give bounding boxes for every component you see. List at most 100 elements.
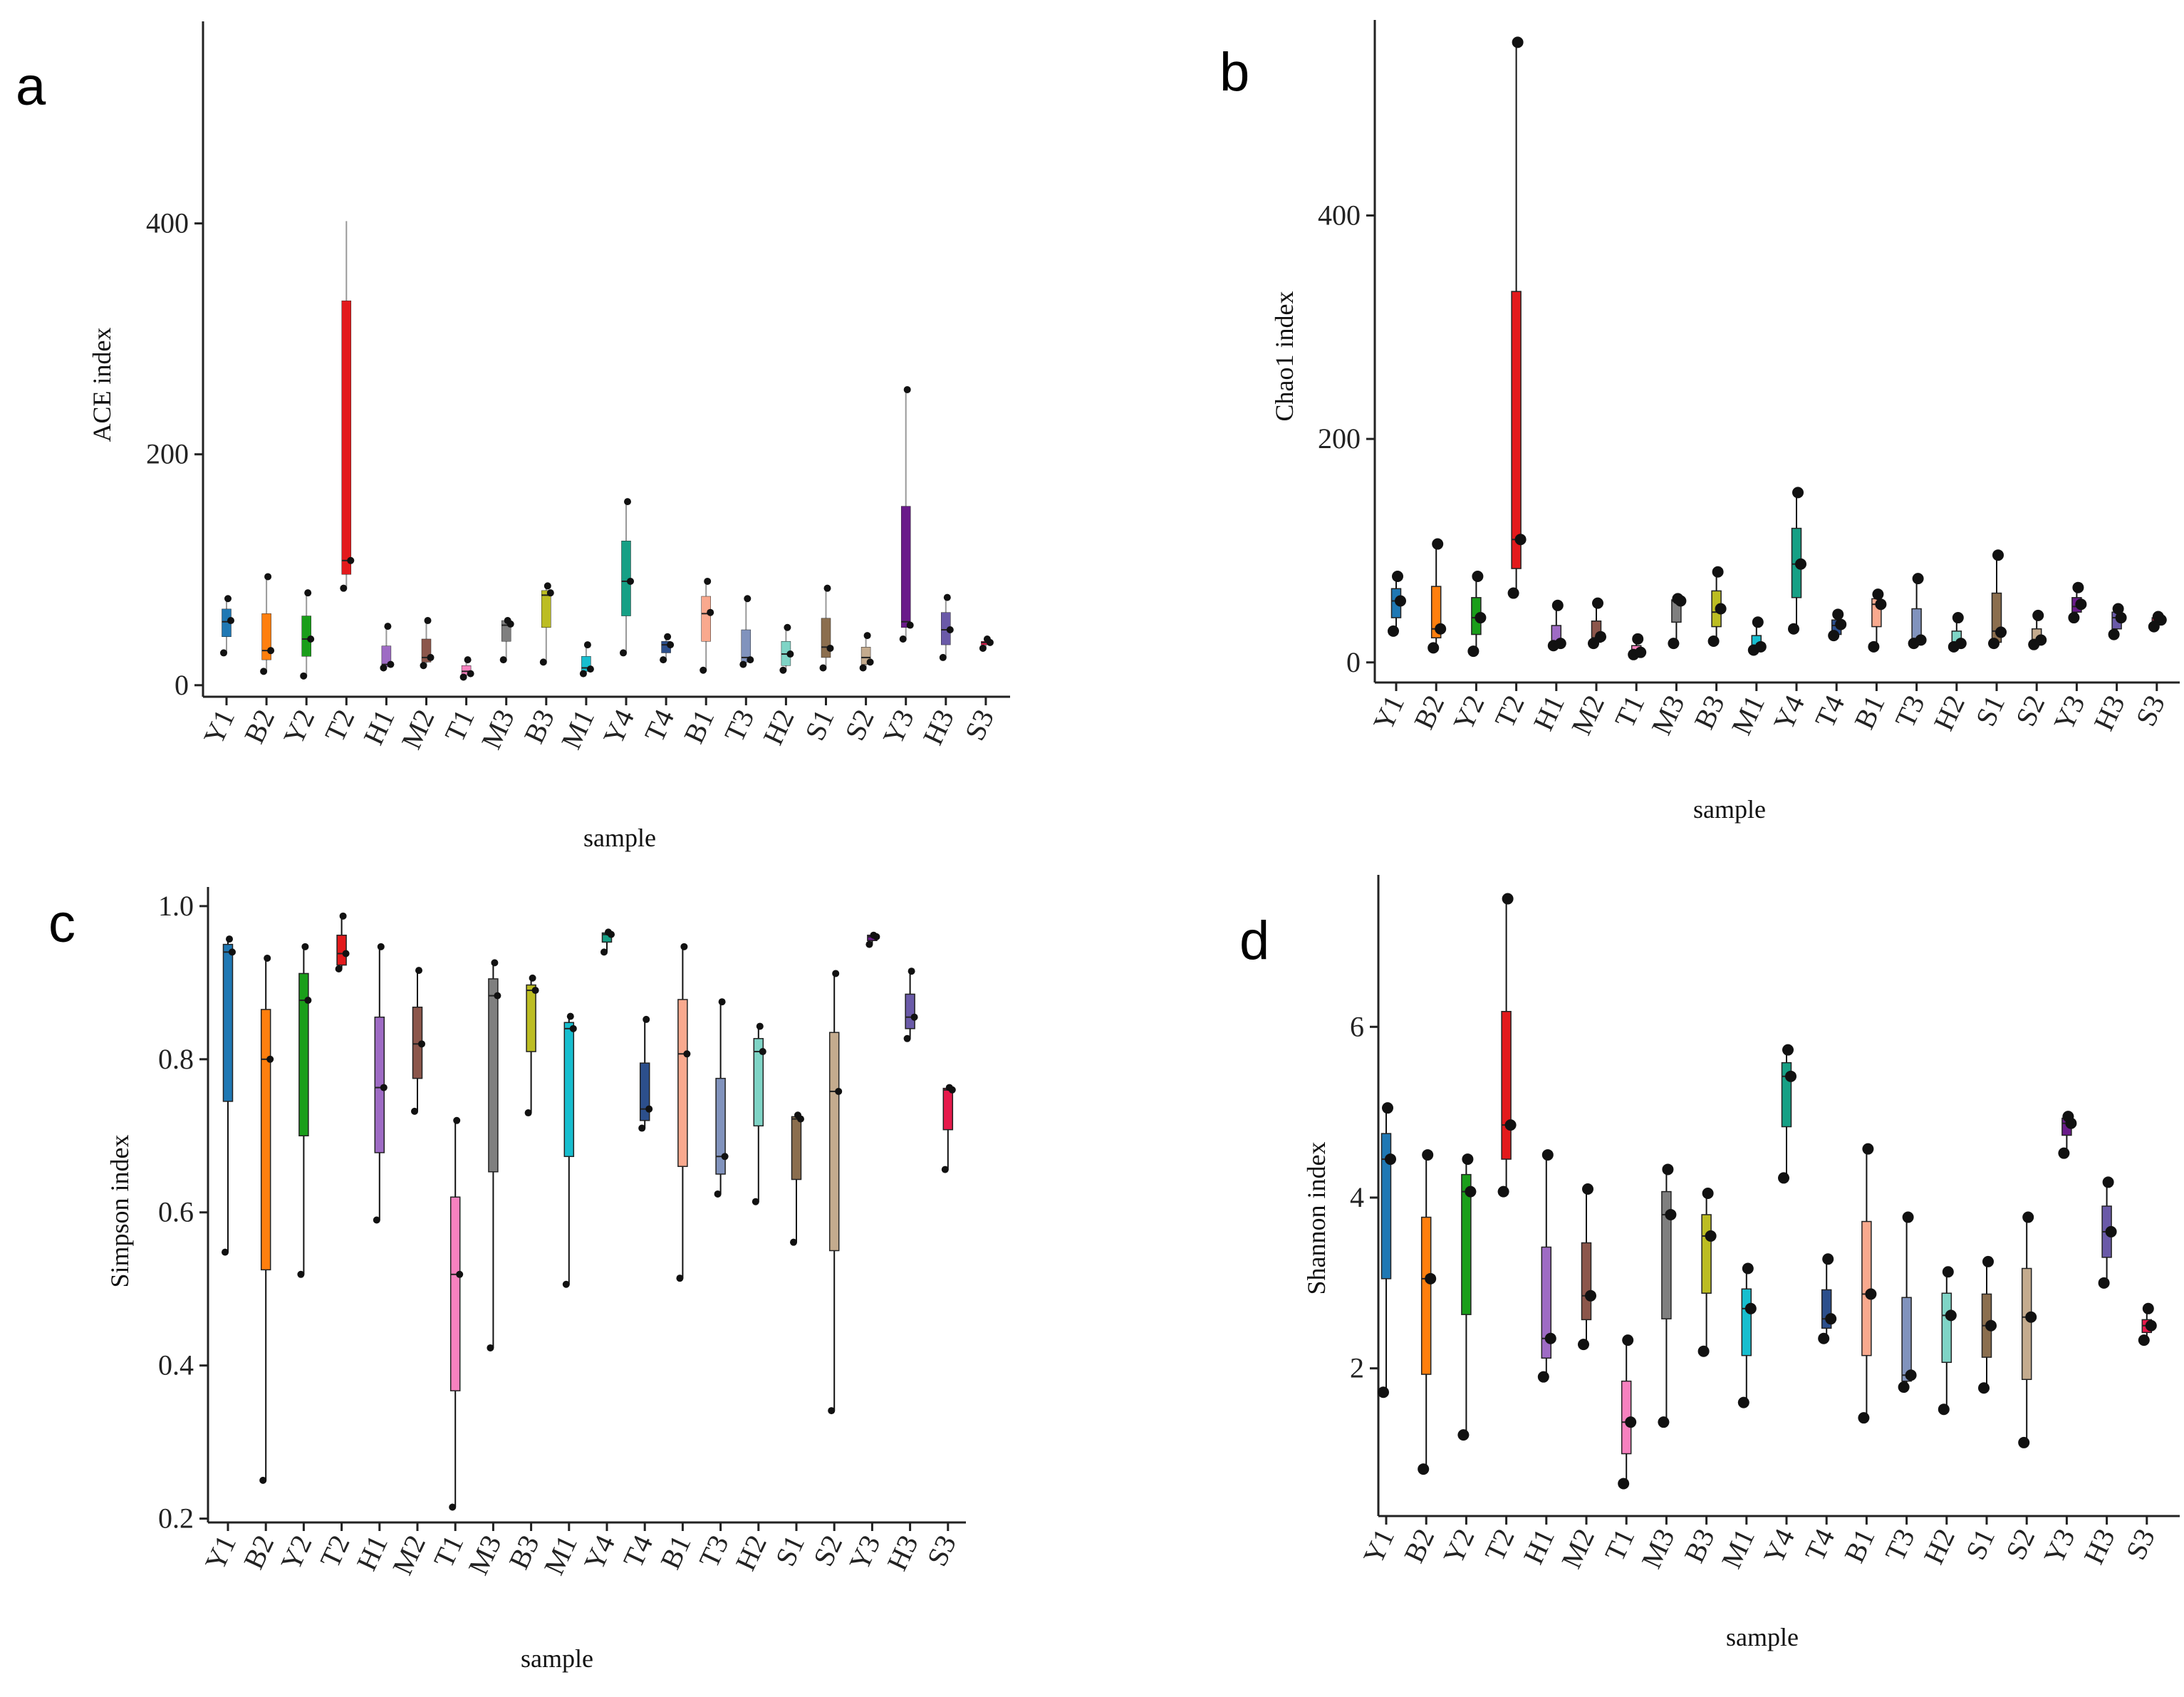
data-point (544, 582, 551, 590)
x-tick-label: T2 (1478, 1524, 1521, 1566)
data-point (1585, 1289, 1596, 1302)
data-point (449, 1503, 457, 1511)
y-tick-label: 400 (146, 207, 189, 239)
box-body (488, 978, 499, 1173)
data-point (1952, 612, 1964, 624)
y-tick-label: 6 (1350, 1010, 1364, 1042)
data-point (1554, 638, 1566, 650)
x-tick-label: H2 (729, 1530, 773, 1575)
box-T2 (340, 221, 355, 592)
y-tick-label: 1.0 (158, 890, 194, 922)
box-M1 (1737, 1262, 1757, 1408)
x-tick-label: S2 (838, 705, 880, 745)
data-point (227, 617, 234, 625)
x-tick-label: Y4 (1767, 690, 1811, 735)
box-B3 (1707, 566, 1727, 647)
box-T4 (660, 633, 675, 664)
box-M3 (487, 959, 501, 1351)
data-point (1465, 1185, 1477, 1198)
panel-letter-d: d (1239, 910, 1269, 971)
box-S3 (979, 635, 994, 652)
data-point (1467, 645, 1480, 658)
data-point (1865, 1288, 1877, 1300)
data-point (794, 1111, 801, 1119)
data-point (2032, 609, 2044, 621)
data-point (683, 1050, 691, 1058)
box-body (449, 1196, 461, 1391)
x-tick-label: Y4 (597, 705, 640, 749)
data-point (569, 1024, 577, 1032)
data-point (752, 1198, 759, 1205)
data-point (739, 660, 747, 668)
data-point (1504, 1119, 1517, 1131)
x-tick-label: Y1 (1367, 690, 1410, 735)
data-point (1862, 1143, 1874, 1155)
x-axis-title: sample (583, 824, 656, 852)
data-point (819, 664, 827, 672)
box-M3 (1658, 1163, 1677, 1428)
data-point (1788, 623, 1799, 635)
y-axis-title: Simpson index (105, 1134, 134, 1287)
x-tick-label: M2 (1555, 1524, 1601, 1573)
box-Y1 (222, 935, 236, 1256)
data-point (718, 998, 726, 1006)
x-tick-label: T2 (313, 1530, 356, 1572)
x-tick-label: B3 (517, 705, 561, 748)
data-point (1595, 630, 1606, 643)
data-point (1712, 566, 1724, 578)
data-point (415, 967, 422, 975)
x-tick-label: S2 (2009, 690, 2052, 731)
box-body (2021, 1267, 2032, 1381)
x-tick-label: H1 (357, 705, 400, 749)
box-Y4 (1778, 1044, 1796, 1184)
data-point (2058, 1147, 2070, 1159)
data-point (380, 1084, 388, 1091)
data-point (1697, 1345, 1710, 1357)
data-point (1432, 538, 1444, 550)
x-tick-label: T4 (1809, 690, 1851, 732)
box-body (828, 1032, 840, 1252)
x-tick-label: Y4 (1757, 1524, 1801, 1569)
data-point (224, 595, 232, 603)
data-point (1632, 633, 1644, 645)
data-point (1472, 571, 1484, 583)
x-tick-label: B2 (1398, 1524, 1441, 1567)
box-Y3 (899, 385, 914, 643)
data-point (387, 660, 395, 668)
data-point (826, 644, 834, 652)
data-point (226, 935, 233, 943)
x-tick-label: S3 (920, 1530, 962, 1571)
x-tick-label: M2 (395, 705, 440, 754)
x-tick-label: S1 (1960, 1524, 2002, 1564)
data-point (2025, 1311, 2037, 1323)
data-point (1497, 1185, 1509, 1198)
x-tick-label: H3 (880, 1530, 924, 1575)
data-point (1995, 626, 2007, 638)
x-tick-label: Y2 (1447, 690, 1490, 735)
data-point (342, 950, 350, 958)
box-T3 (1908, 573, 1927, 650)
data-point (1785, 1070, 1796, 1082)
box-S2 (828, 970, 843, 1415)
x-axis-title: sample (1726, 1623, 1799, 1651)
x-tick-label: B2 (237, 1530, 281, 1574)
data-point (1778, 1172, 1789, 1184)
box-M2 (420, 617, 435, 670)
data-point (906, 621, 914, 629)
box-H3 (2108, 603, 2127, 640)
x-tick-label: T3 (692, 1530, 735, 1572)
data-point (779, 666, 787, 674)
data-point (704, 577, 712, 585)
box-T3 (739, 595, 754, 668)
data-point (1832, 608, 1844, 621)
data-point (676, 1275, 684, 1282)
data-point (380, 664, 388, 672)
box-S3 (2148, 611, 2167, 633)
data-point (300, 672, 308, 680)
data-point (1705, 1230, 1717, 1242)
data-point (491, 959, 499, 967)
data-point (340, 584, 348, 592)
box-T4 (638, 1015, 653, 1132)
data-point (1457, 1429, 1470, 1441)
x-tick-label: M1 (538, 1530, 583, 1579)
